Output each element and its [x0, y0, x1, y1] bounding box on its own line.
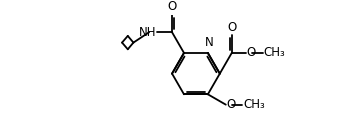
Text: N: N [205, 36, 214, 49]
Text: NH: NH [139, 26, 157, 39]
Text: O: O [227, 21, 237, 34]
Text: CH₃: CH₃ [243, 98, 265, 111]
Text: O: O [167, 0, 177, 13]
Text: O: O [246, 46, 255, 59]
Text: O: O [226, 98, 236, 111]
Text: CH₃: CH₃ [263, 46, 285, 59]
